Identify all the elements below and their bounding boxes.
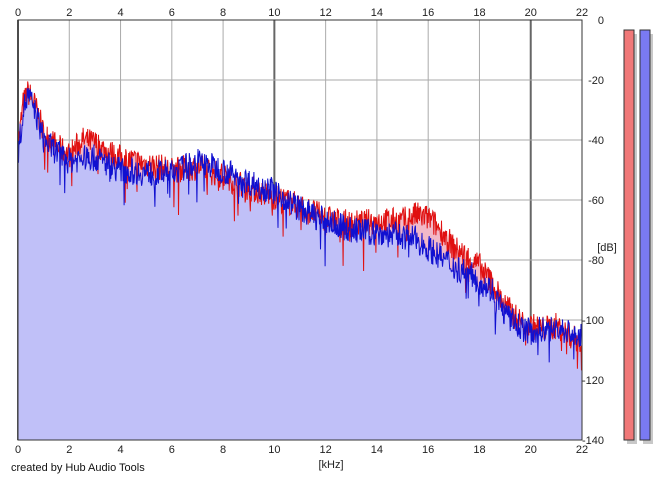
y-tick-label: 0 [598,15,604,27]
x-tick-top: 18 [473,7,485,19]
y-tick-label: -40 [588,135,604,147]
x-tick-bottom: 10 [268,444,280,456]
y-tick-label: -60 [588,195,604,207]
spectrum-lines [17,81,583,371]
x-tick-top: 10 [268,7,280,19]
y-tick-label: -140 [582,435,604,447]
y-tick-label: -20 [588,75,604,87]
x-tick-top: 2 [66,7,72,19]
level-meter-l [623,29,635,441]
x-tick-bottom: 14 [371,444,383,456]
x-tick-bottom: 22 [576,444,588,456]
x-tick-top: 12 [320,7,332,19]
x-tick-bottom: 18 [473,444,485,456]
spectrum-fills [18,81,582,441]
x-tick-bottom: 20 [525,444,537,456]
x-tick-top: 14 [371,7,383,19]
x-tick-bottom: 4 [117,444,123,456]
x-tick-bottom: 8 [220,444,226,456]
x-tick-top: 4 [117,7,123,19]
x-tick-top: 0 [15,7,21,19]
x-tick-top: 6 [169,7,175,19]
x-tick-bottom: 16 [422,444,434,456]
x-tick-top: 20 [525,7,537,19]
x-tick-bottom: 6 [169,444,175,456]
series-2-area [18,88,582,440]
x-tick-bottom: 2 [66,444,72,456]
plot-frame [17,19,583,441]
y-axis-label: [dB] [597,242,617,254]
x-tick-top: 22 [576,7,588,19]
x-tick-top: 8 [220,7,226,19]
y-tick-label: -100 [582,315,604,327]
x-tick-top: 16 [422,7,434,19]
x-tick-bottom: 0 [15,444,21,456]
x-axis-label: [kHz] [318,459,343,471]
level-meter-r [639,29,651,441]
y-tick-label: -80 [588,255,604,267]
credit-text: created by Hub Audio Tools [11,462,145,474]
series-2-line [17,88,583,363]
y-tick-labels: 0 -20 -40 -60 -80 -100 -120 -140 [582,15,604,447]
y-tick-label: -120 [582,375,604,387]
x-tick-bottom: 12 [320,444,332,456]
level-meters [623,29,653,444]
